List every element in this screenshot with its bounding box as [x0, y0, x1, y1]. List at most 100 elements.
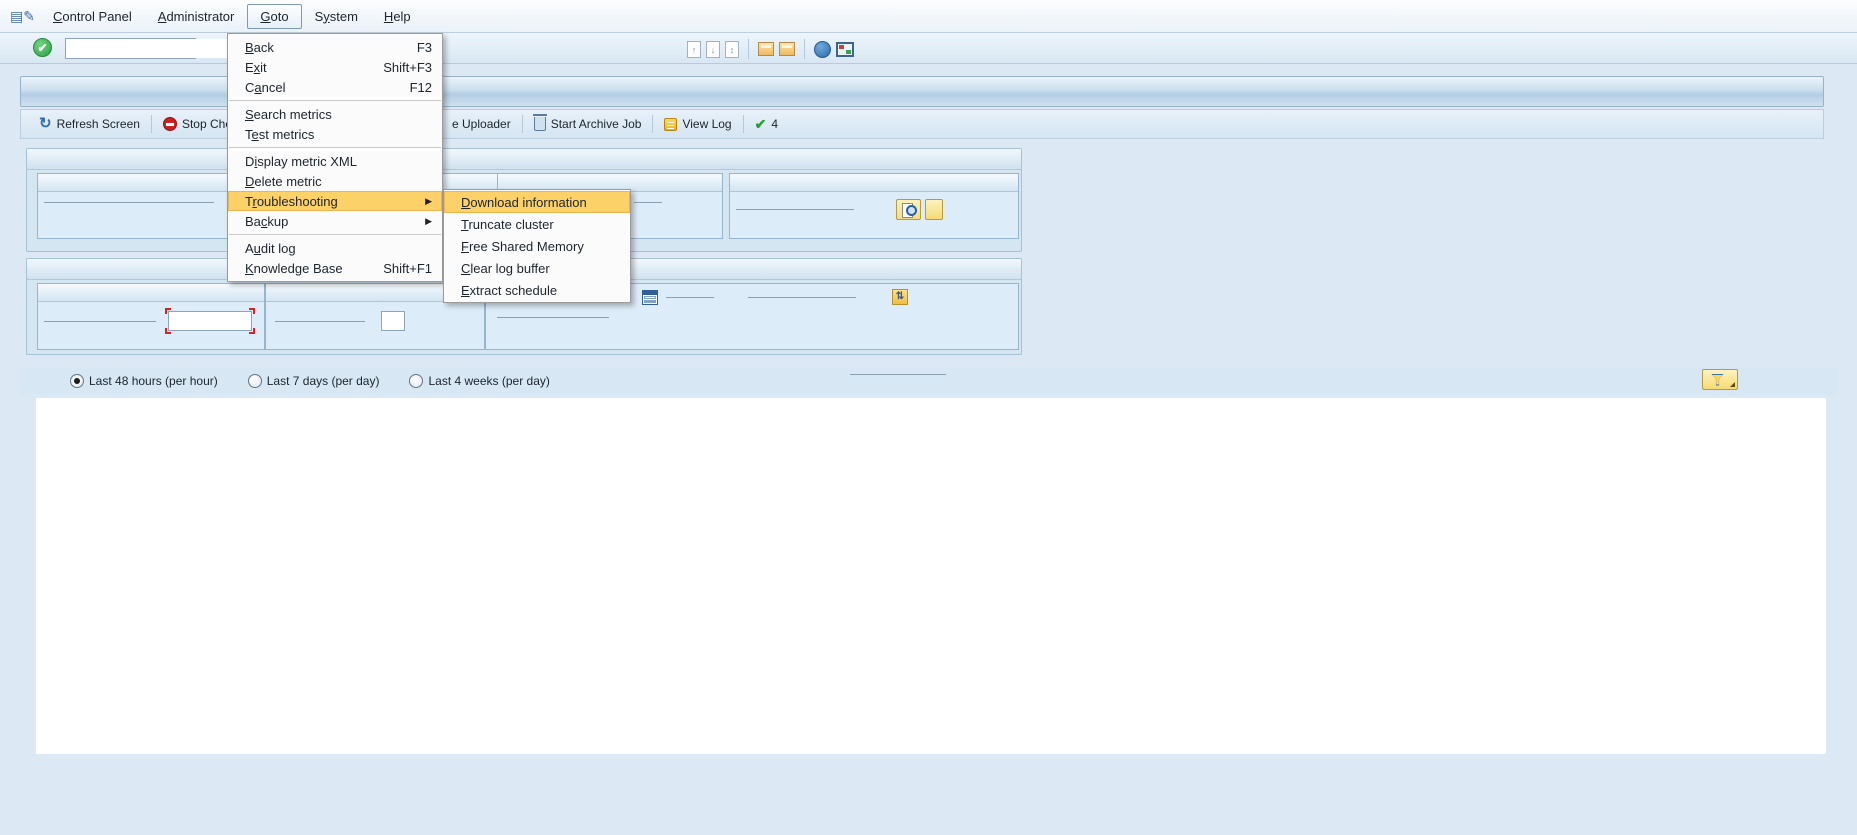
metrics-line-chart: [36, 398, 1826, 732]
radio-option-last-7-days-per-day[interactable]: Last 7 days (per day): [247, 374, 379, 388]
check-icon: ✔: [754, 115, 767, 132]
refresh-values-icon[interactable]: ⇅: [892, 289, 908, 305]
menu-item-knowledge-base[interactable]: Knowledge Base Shift+F1: [228, 258, 442, 278]
menu-item-label: Download information: [461, 194, 587, 210]
menu-system[interactable]: System: [314, 8, 358, 24]
menu-separator: [229, 234, 441, 235]
maintenance-row: [497, 317, 617, 318]
view-log-button[interactable]: View Log: [660, 114, 735, 134]
menu-item-download-information[interactable]: Download information: [444, 191, 630, 213]
radio-label: Last 48 hours (per hour): [89, 374, 218, 388]
refresh-screen-label: Refresh Screen: [56, 117, 140, 131]
menu-item-display-metric-xml[interactable]: Display metric XML: [228, 151, 442, 171]
menu-item-shortcut: F12: [409, 79, 432, 95]
error-box: [729, 173, 1019, 239]
refresh-icon: ↻: [39, 115, 52, 132]
filter-series-button[interactable]: [1702, 369, 1738, 390]
stop-che-button[interactable]: Stop Che: [159, 114, 236, 134]
sent-today-label: [748, 296, 856, 298]
uploader-limits-box: ⇅: [485, 283, 1019, 350]
menu-item-test-metrics[interactable]: Test metrics: [228, 124, 442, 144]
help-icon[interactable]: [814, 40, 831, 58]
command-field[interactable]: ▼: [65, 38, 238, 59]
menu-item-shortcut: Shift+F3: [383, 59, 432, 75]
e-uploader-button[interactable]: e Uploader: [448, 114, 515, 134]
log-icon: [664, 117, 678, 131]
metrics-radio-group: Last 48 hours (per hour) Last 7 days (per…: [70, 374, 550, 388]
menu-item-free-shared-memory[interactable]: Free Shared Memory: [444, 235, 630, 257]
chart-card: [36, 398, 1826, 754]
refresh-screen-button[interactable]: ↻ Refresh Screen: [35, 114, 144, 134]
menu-item-delete-metric[interactable]: Delete metric: [228, 171, 442, 191]
max-parallel-jobs-label: [44, 320, 156, 322]
job-monitoring-title: [27, 149, 1021, 170]
page-end-icon[interactable]: ↕: [725, 40, 739, 58]
check-job-scheduled-label: [44, 202, 214, 203]
page-down-icon[interactable]: ↓: [706, 40, 720, 58]
menu-item-exit[interactable]: Exit Shift+F3: [228, 57, 442, 77]
menu-item-label: Extract schedule: [461, 282, 558, 298]
customize-layout-icon[interactable]: [836, 41, 854, 57]
menu-item-label: Back: [245, 39, 274, 55]
menu-item-label: Free Shared Memory: [461, 238, 584, 254]
menu-item-label: Search metrics: [245, 106, 332, 122]
max-parallel-jobs-input[interactable]: [168, 311, 252, 331]
menu-item-label: Display metric XML: [245, 153, 357, 169]
menu-item-audit-log[interactable]: Audit log: [228, 238, 442, 258]
stop-che-label: Stop Che: [181, 117, 232, 131]
funnel-icon: [1711, 373, 1724, 386]
menu-item-shortcut: Shift+F1: [383, 260, 432, 276]
menu-control-panel[interactable]: Control Panel: [53, 8, 132, 24]
maintenance-end-label: [497, 317, 609, 318]
display-errors-icon[interactable]: [896, 199, 921, 220]
menu-separator: [229, 147, 441, 148]
menu-goto[interactable]: Goto: [247, 3, 302, 29]
new-session-icon[interactable]: [758, 42, 774, 56]
menu-item-truncate-cluster[interactable]: Truncate cluster: [444, 213, 630, 235]
stop-icon: [162, 117, 177, 131]
menu-item-label: Cancel: [245, 79, 286, 95]
metric-collector-job-box: [37, 283, 265, 350]
menu-item-troubleshooting[interactable]: Troubleshooting ▶: [228, 191, 442, 211]
radio-label: Last 4 weeks (per day): [428, 374, 550, 388]
submenu-arrow-icon: ▶: [425, 195, 432, 206]
calendar-icon[interactable]: [642, 289, 658, 305]
radio-icon[interactable]: [409, 374, 424, 388]
menu-item-label: Exit: [245, 59, 267, 75]
radio-icon[interactable]: [70, 374, 84, 388]
metrics-options-bar: Last 48 hours (per hour) Last 7 days (per…: [20, 367, 1837, 395]
toolbar-icon-cluster: ↑ ↓ ↕: [687, 39, 854, 59]
page-up-icon[interactable]: ↑: [687, 40, 701, 58]
enter-check-icon[interactable]: ✔: [33, 38, 52, 57]
menu-item-clear-log-buffer[interactable]: Clear log buffer: [444, 257, 630, 279]
menu-item-label: Truncate cluster: [461, 216, 554, 232]
send-again-button[interactable]: [925, 199, 943, 220]
menu-item-label: Clear log buffer: [461, 260, 550, 276]
menu-item-cancel[interactable]: Cancel F12: [228, 77, 442, 97]
4-label: 4: [771, 117, 779, 131]
menu-item-label: Test metrics: [245, 126, 315, 142]
menu-item-backup[interactable]: Backup ▶: [228, 211, 442, 231]
4-button[interactable]: ✔ 4: [751, 113, 782, 136]
command-input[interactable]: [66, 39, 229, 58]
menu-item-extract-schedule[interactable]: Extract schedule: [444, 279, 630, 301]
menu-item-back[interactable]: Back F3: [228, 37, 442, 57]
days-to-retain-input[interactable]: [381, 311, 405, 331]
appbar-separator: [150, 115, 152, 133]
troubleshooting-submenu: Download information Truncate cluster Free…: [443, 189, 631, 303]
menu-help[interactable]: Help: [383, 8, 411, 24]
create-shortcut-icon[interactable]: [779, 42, 795, 56]
appbar-separator: [742, 115, 744, 133]
menu-item-search-metrics[interactable]: Search metrics: [228, 104, 442, 124]
start-archive-job-button[interactable]: Start Archive Job: [530, 114, 646, 134]
radio-option-last-48-hours-per-hour[interactable]: Last 48 hours (per hour): [70, 374, 218, 388]
appbar-separator: [521, 115, 523, 133]
sap-transaction-icon[interactable]: ▤✎: [10, 8, 35, 24]
trash-icon: [532, 114, 547, 131]
start-archive-job-label: Start Archive Job: [550, 117, 642, 131]
menu-administrator[interactable]: Administrator: [157, 8, 235, 24]
radio-icon[interactable]: [247, 374, 262, 388]
goto-menu: Back F3 Exit Shift+F3 Cancel F12 Search metric…: [227, 33, 443, 282]
radio-option-last-4-weeks-per-day[interactable]: Last 4 weeks (per day): [409, 374, 550, 388]
